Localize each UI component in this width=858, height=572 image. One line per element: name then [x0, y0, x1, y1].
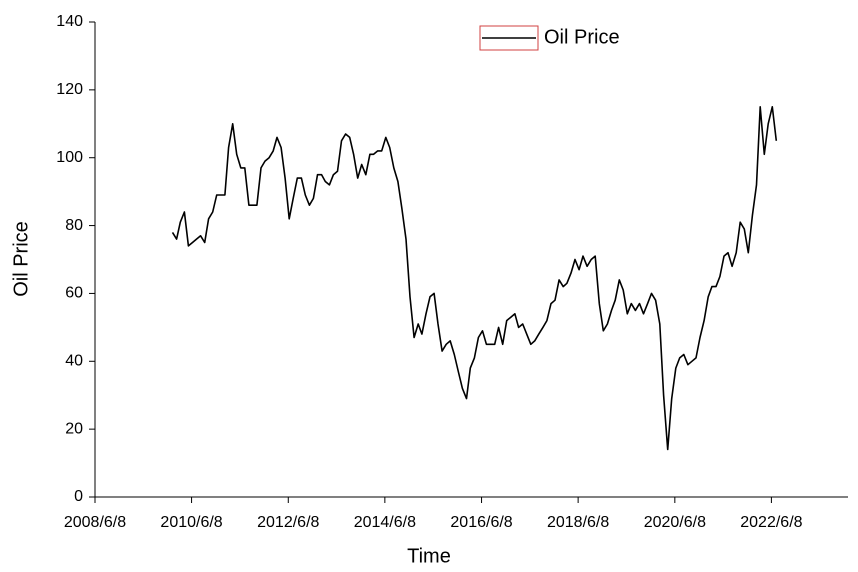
y-tick-label: 0: [74, 488, 83, 505]
y-tick-label: 80: [65, 217, 83, 234]
y-tick-label: 20: [65, 420, 83, 437]
x-tick-label: 2012/6/8: [257, 514, 319, 531]
x-tick-label: 2018/6/8: [547, 514, 609, 531]
y-tick-label: 100: [56, 149, 83, 166]
legend-box: [479, 25, 539, 51]
x-tick-label: 2014/6/8: [354, 514, 416, 531]
y-tick-label: 40: [65, 353, 83, 370]
y-tick-label: 140: [56, 13, 83, 30]
x-tick-label: 2022/6/8: [740, 514, 802, 531]
y-axis-label: Oil Price: [10, 221, 32, 297]
y-tick-label: 60: [65, 285, 83, 302]
x-tick-label: 2008/6/8: [64, 514, 126, 531]
x-tick-label: 2010/6/8: [160, 514, 222, 531]
legend-label: Oil Price: [544, 26, 620, 48]
x-axis-label: Time: [407, 545, 451, 567]
x-tick-label: 2020/6/8: [644, 514, 706, 531]
x-tick-label: 2016/6/8: [450, 514, 512, 531]
data-line: [171, 106, 778, 451]
y-tick-label: 120: [56, 81, 83, 98]
